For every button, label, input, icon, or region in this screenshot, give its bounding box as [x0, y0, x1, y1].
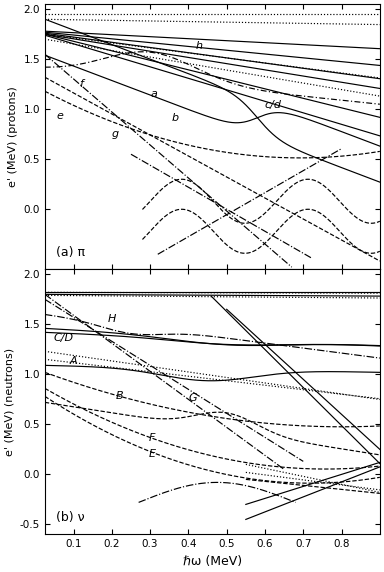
- X-axis label: ℏω (MeV): ℏω (MeV): [183, 555, 242, 568]
- Text: a: a: [150, 89, 157, 99]
- Y-axis label: e' (MeV) (neutrons): e' (MeV) (neutrons): [4, 348, 14, 456]
- Text: G: G: [189, 394, 197, 403]
- Text: e: e: [56, 111, 63, 121]
- Text: A: A: [70, 356, 77, 366]
- Text: g: g: [112, 129, 119, 139]
- Text: C/D: C/D: [54, 333, 74, 343]
- Text: H: H: [108, 315, 116, 324]
- Text: E: E: [148, 450, 155, 459]
- Text: (a) π: (a) π: [56, 247, 85, 259]
- Text: h: h: [196, 41, 203, 51]
- Text: (b) ν: (b) ν: [56, 511, 85, 525]
- Text: B: B: [116, 391, 123, 402]
- Text: F: F: [148, 434, 155, 443]
- Text: f: f: [79, 79, 83, 89]
- Text: c/d: c/d: [265, 100, 282, 110]
- Text: b: b: [171, 113, 178, 123]
- Y-axis label: e' (MeV) (protons): e' (MeV) (protons): [8, 86, 18, 187]
